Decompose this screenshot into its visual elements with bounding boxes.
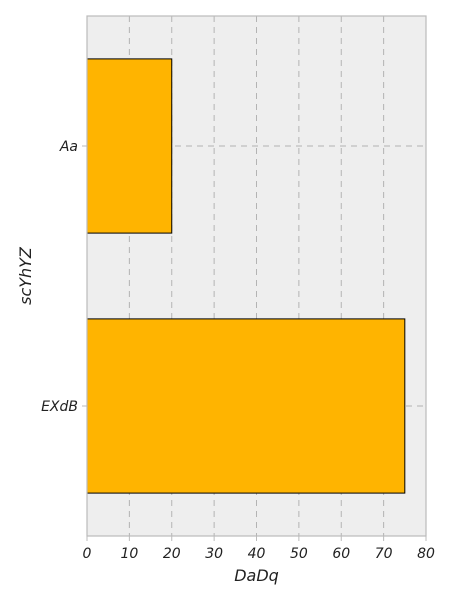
x-tick-label: 50 [290, 546, 308, 562]
x-tick-label: 10 [120, 546, 138, 562]
x-tick-label: 40 [248, 546, 266, 562]
bar-exdb [86, 318, 406, 494]
x-axis-ticks: 0 10 20 30 40 50 60 70 80 [83, 536, 435, 562]
x-axis-label: DaDq [234, 566, 279, 585]
y-axis-label: scYhYZ [16, 246, 35, 305]
x-tick-label: 0 [83, 546, 92, 562]
y-tick-label: Aa [59, 139, 78, 155]
x-tick-label: 70 [375, 546, 393, 562]
x-tick-label: 20 [163, 546, 181, 562]
x-tick-label: 60 [332, 546, 350, 562]
y-axis-ticks: Aa EXdB [41, 139, 87, 415]
x-tick-label: 30 [205, 546, 223, 562]
x-tick-label: 80 [417, 546, 435, 562]
bars [86, 58, 406, 494]
bar-aa [86, 58, 173, 234]
y-tick-label: EXdB [41, 399, 78, 415]
